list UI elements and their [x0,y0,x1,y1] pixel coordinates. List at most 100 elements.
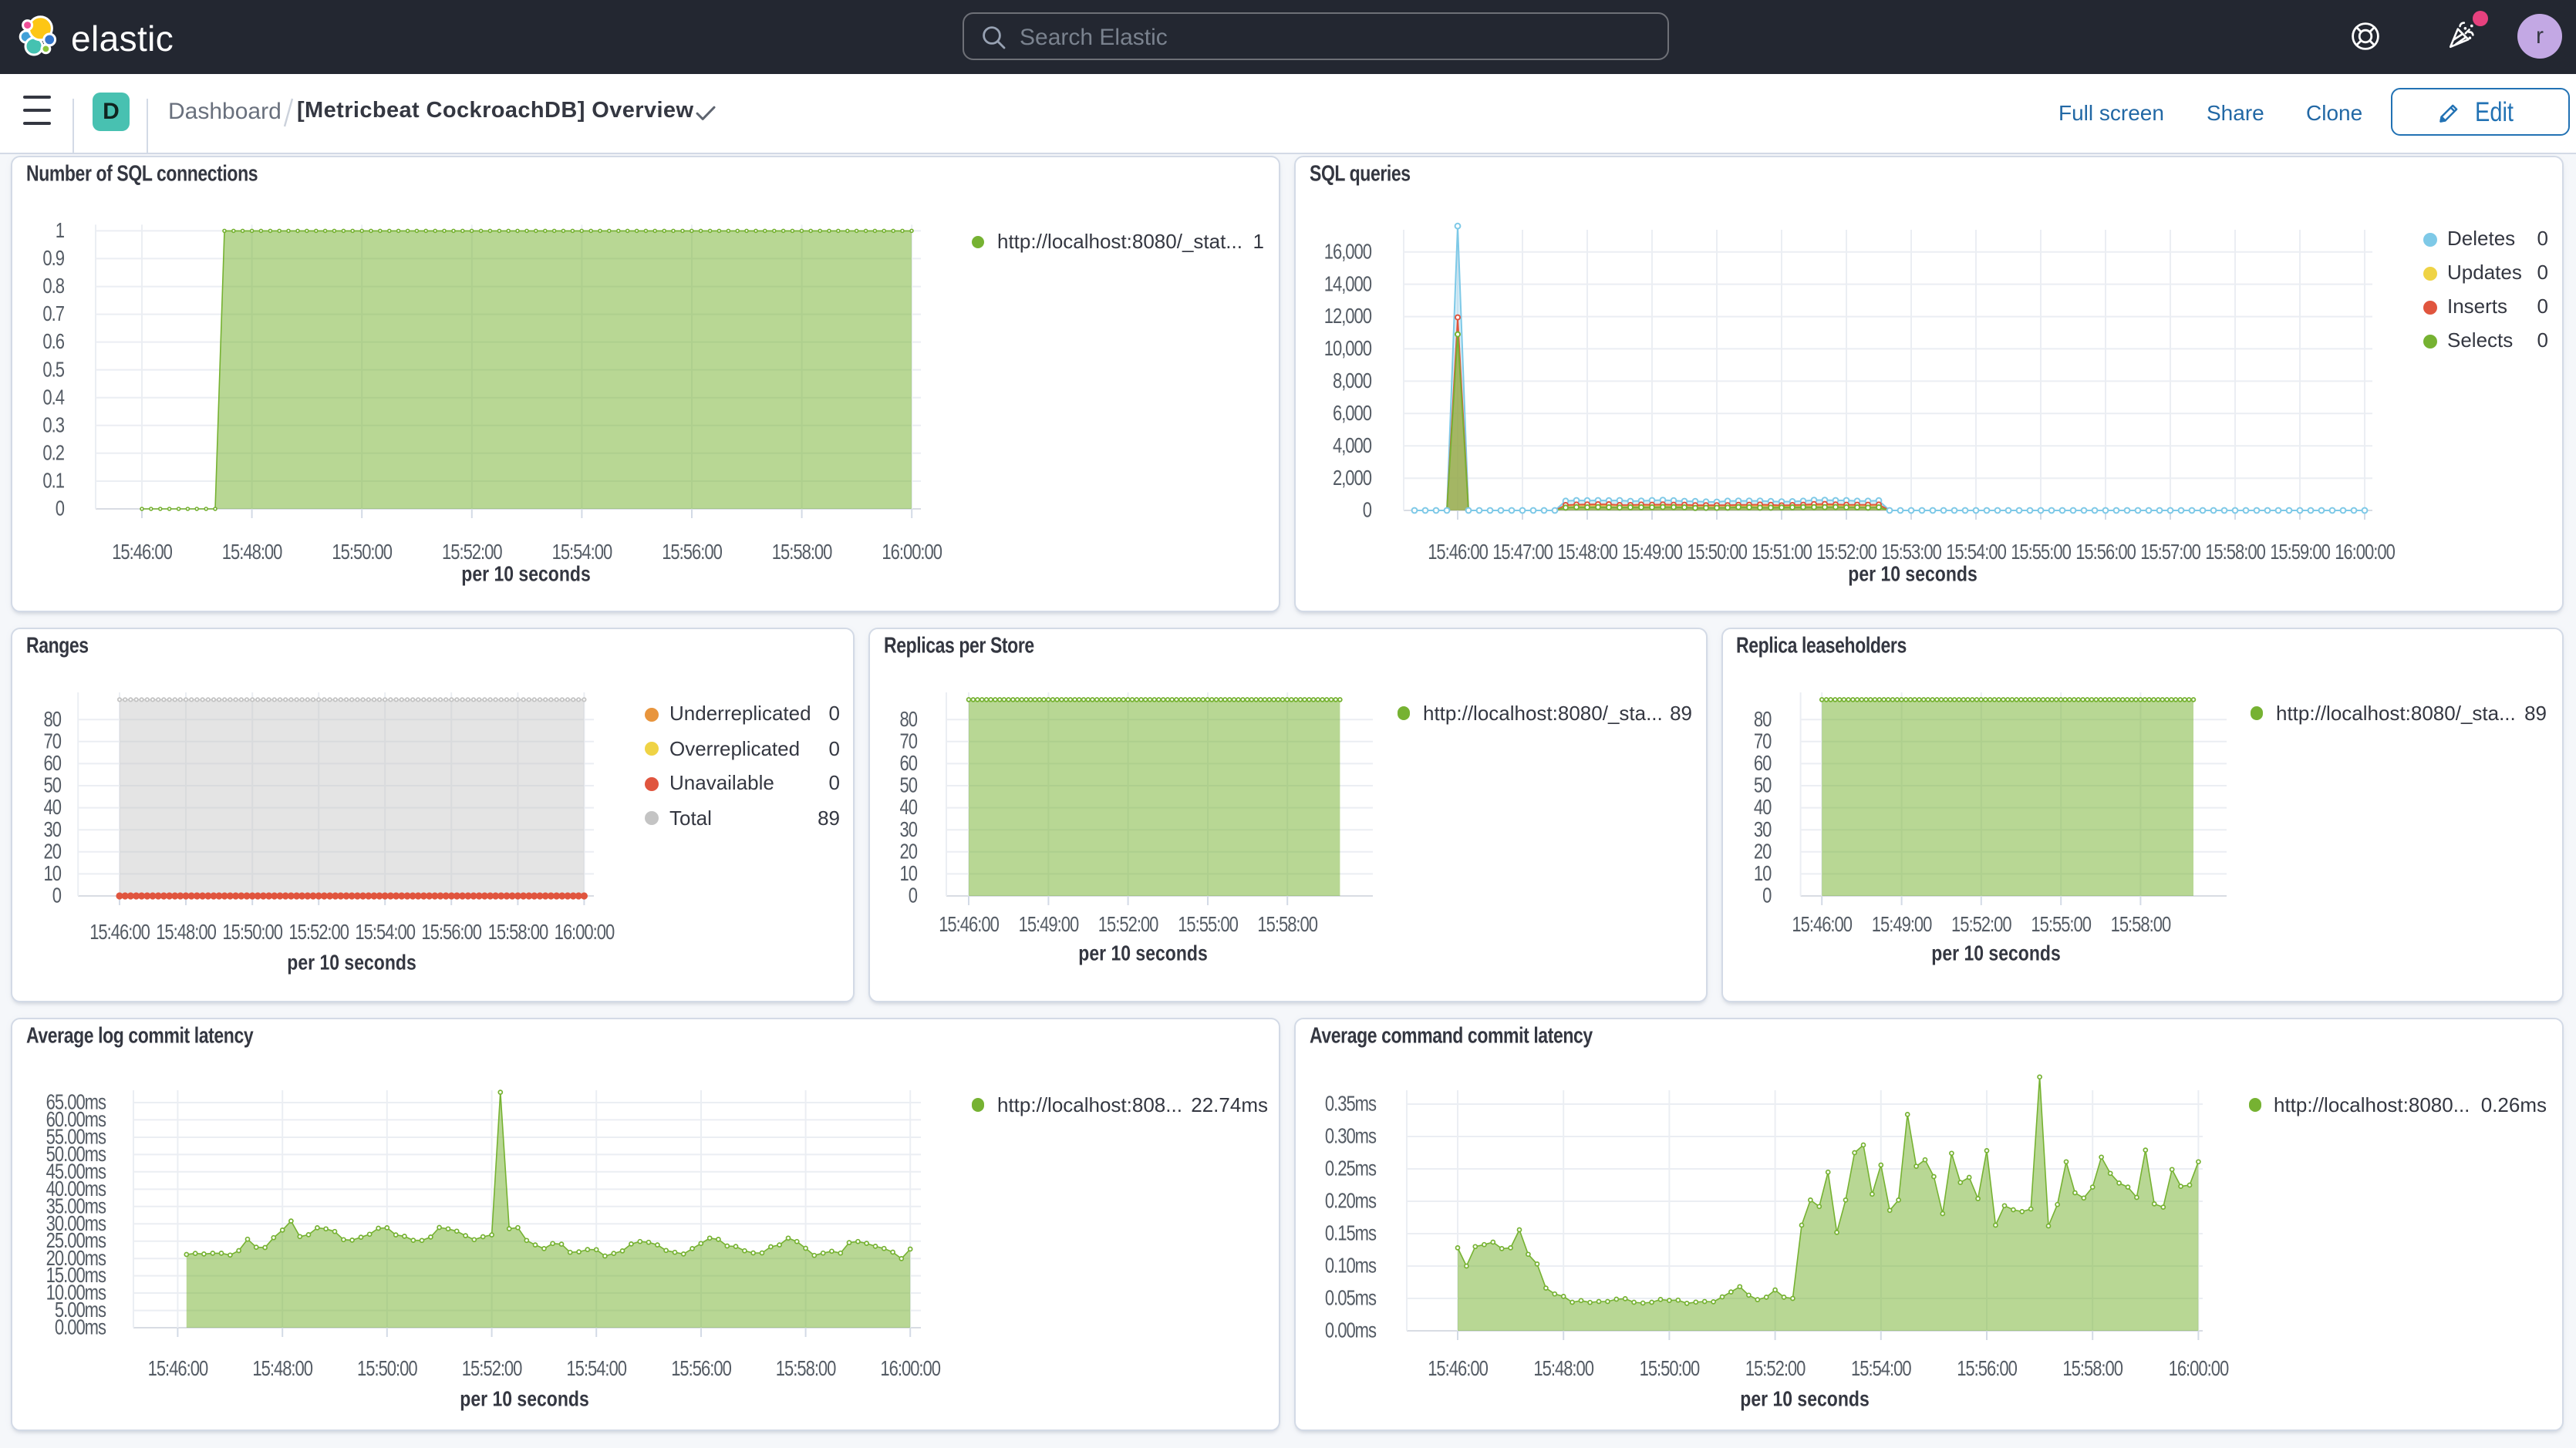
svg-text:15:54:00: 15:54:00 [552,540,612,564]
svg-text:15:55:00: 15:55:00 [2030,913,2090,937]
svg-text:30: 30 [44,818,62,842]
svg-text:0.15ms: 0.15ms [1325,1221,1377,1245]
svg-text:15:53:00: 15:53:00 [1881,540,1941,564]
svg-text:30: 30 [900,818,918,842]
svg-text:0.8: 0.8 [42,274,64,298]
svg-text:15:49:00: 15:49:00 [1019,913,1079,937]
svg-text:0: 0 [52,884,61,908]
svg-text:15:58:00: 15:58:00 [772,540,832,564]
svg-text:10.00ms: 10.00ms [46,1281,106,1305]
svg-text:15:50:00: 15:50:00 [332,540,392,564]
svg-text:15:50:00: 15:50:00 [1687,540,1747,564]
svg-text:15:54:00: 15:54:00 [1946,540,2006,564]
svg-text:16:00:00: 16:00:00 [2169,1357,2229,1381]
svg-text:15:48:00: 15:48:00 [222,540,282,564]
svg-text:80: 80 [1753,708,1771,732]
svg-text:15:56:00: 15:56:00 [1957,1357,2017,1381]
svg-text:20: 20 [44,840,62,864]
svg-text:80: 80 [44,708,62,732]
svg-text:1: 1 [56,219,64,243]
svg-text:15:47:00: 15:47:00 [1492,540,1553,564]
svg-text:15:52:00: 15:52:00 [1816,540,1876,564]
svg-text:70: 70 [900,729,918,753]
svg-text:50: 50 [1753,773,1771,797]
svg-text:15:49:00: 15:49:00 [1871,913,1931,937]
svg-text:10: 10 [1753,862,1771,886]
svg-text:15:54:00: 15:54:00 [355,921,415,945]
svg-text:0.35ms: 0.35ms [1325,1092,1377,1116]
svg-text:15:52:00: 15:52:00 [1745,1357,1806,1381]
svg-text:0: 0 [56,497,64,520]
svg-text:30.00ms: 30.00ms [46,1212,106,1236]
svg-text:16:00:00: 16:00:00 [2335,540,2395,564]
svg-text:50.00ms: 50.00ms [46,1143,106,1167]
svg-text:0.05ms: 0.05ms [1325,1286,1377,1310]
svg-text:0: 0 [1363,498,1371,522]
svg-text:15:46:00: 15:46:00 [1791,913,1851,937]
svg-text:0.00ms: 0.00ms [55,1315,106,1339]
svg-text:15:56:00: 15:56:00 [671,1357,731,1381]
svg-text:15:56:00: 15:56:00 [662,540,722,564]
svg-text:2,000: 2,000 [1333,466,1371,490]
svg-text:15:58:00: 15:58:00 [2205,540,2265,564]
svg-text:15:46:00: 15:46:00 [148,1357,208,1381]
svg-text:14,000: 14,000 [1324,272,1372,296]
svg-text:6,000: 6,000 [1333,402,1371,426]
svg-text:20: 20 [1753,840,1771,864]
svg-text:15:51:00: 15:51:00 [1752,540,1812,564]
svg-text:10: 10 [44,862,62,886]
svg-text:15:52:00: 15:52:00 [1098,913,1158,937]
svg-text:20.00ms: 20.00ms [46,1247,106,1271]
svg-text:50: 50 [44,773,62,797]
svg-text:15:52:00: 15:52:00 [1951,913,2011,937]
svg-text:40: 40 [1753,796,1771,820]
svg-text:40: 40 [44,796,62,820]
svg-text:0.30ms: 0.30ms [1325,1124,1377,1148]
svg-text:70: 70 [1753,729,1771,753]
svg-text:40.00ms: 40.00ms [46,1177,106,1201]
svg-text:70: 70 [44,729,62,753]
svg-text:15:46:00: 15:46:00 [1428,540,1488,564]
svg-text:15:50:00: 15:50:00 [357,1357,417,1381]
svg-text:0.10ms: 0.10ms [1325,1254,1377,1278]
svg-text:15:55:00: 15:55:00 [1178,913,1238,937]
svg-text:15:52:00: 15:52:00 [442,540,502,564]
svg-text:0.5: 0.5 [42,358,64,382]
svg-text:16:00:00: 16:00:00 [555,921,615,945]
svg-text:0.9: 0.9 [42,247,64,271]
svg-text:20: 20 [900,840,918,864]
svg-text:0.3: 0.3 [42,413,64,437]
svg-text:45.00ms: 45.00ms [46,1160,106,1184]
svg-text:0.25ms: 0.25ms [1325,1157,1377,1180]
svg-text:40: 40 [900,796,918,820]
svg-text:12,000: 12,000 [1324,305,1372,328]
svg-text:16:00:00: 16:00:00 [882,540,942,564]
svg-text:16:00:00: 16:00:00 [880,1357,940,1381]
svg-text:35.00ms: 35.00ms [46,1194,106,1218]
svg-text:50: 50 [900,773,918,797]
svg-text:4,000: 4,000 [1333,434,1371,458]
svg-text:60: 60 [44,752,62,776]
svg-text:15:50:00: 15:50:00 [1640,1357,1700,1381]
svg-text:15:48:00: 15:48:00 [252,1357,312,1381]
svg-text:15:46:00: 15:46:00 [1428,1357,1488,1381]
svg-text:15:54:00: 15:54:00 [566,1357,626,1381]
svg-text:15:57:00: 15:57:00 [2140,540,2200,564]
svg-text:15:48:00: 15:48:00 [1557,540,1617,564]
svg-text:15:58:00: 15:58:00 [2062,1357,2123,1381]
svg-text:55.00ms: 55.00ms [46,1125,106,1149]
svg-text:60.00ms: 60.00ms [46,1108,106,1132]
svg-text:0: 0 [909,884,917,908]
svg-text:15:46:00: 15:46:00 [939,913,999,937]
svg-text:0.00ms: 0.00ms [1325,1318,1377,1342]
svg-text:15:55:00: 15:55:00 [2011,540,2071,564]
svg-text:30: 30 [1753,818,1771,842]
svg-text:15:46:00: 15:46:00 [112,540,172,564]
svg-text:16,000: 16,000 [1324,240,1372,264]
svg-text:15:52:00: 15:52:00 [462,1357,522,1381]
svg-text:60: 60 [900,752,918,776]
svg-text:10,000: 10,000 [1324,337,1372,361]
svg-text:80: 80 [900,708,918,732]
svg-text:0.1: 0.1 [42,469,64,493]
svg-text:15:58:00: 15:58:00 [1257,913,1317,937]
